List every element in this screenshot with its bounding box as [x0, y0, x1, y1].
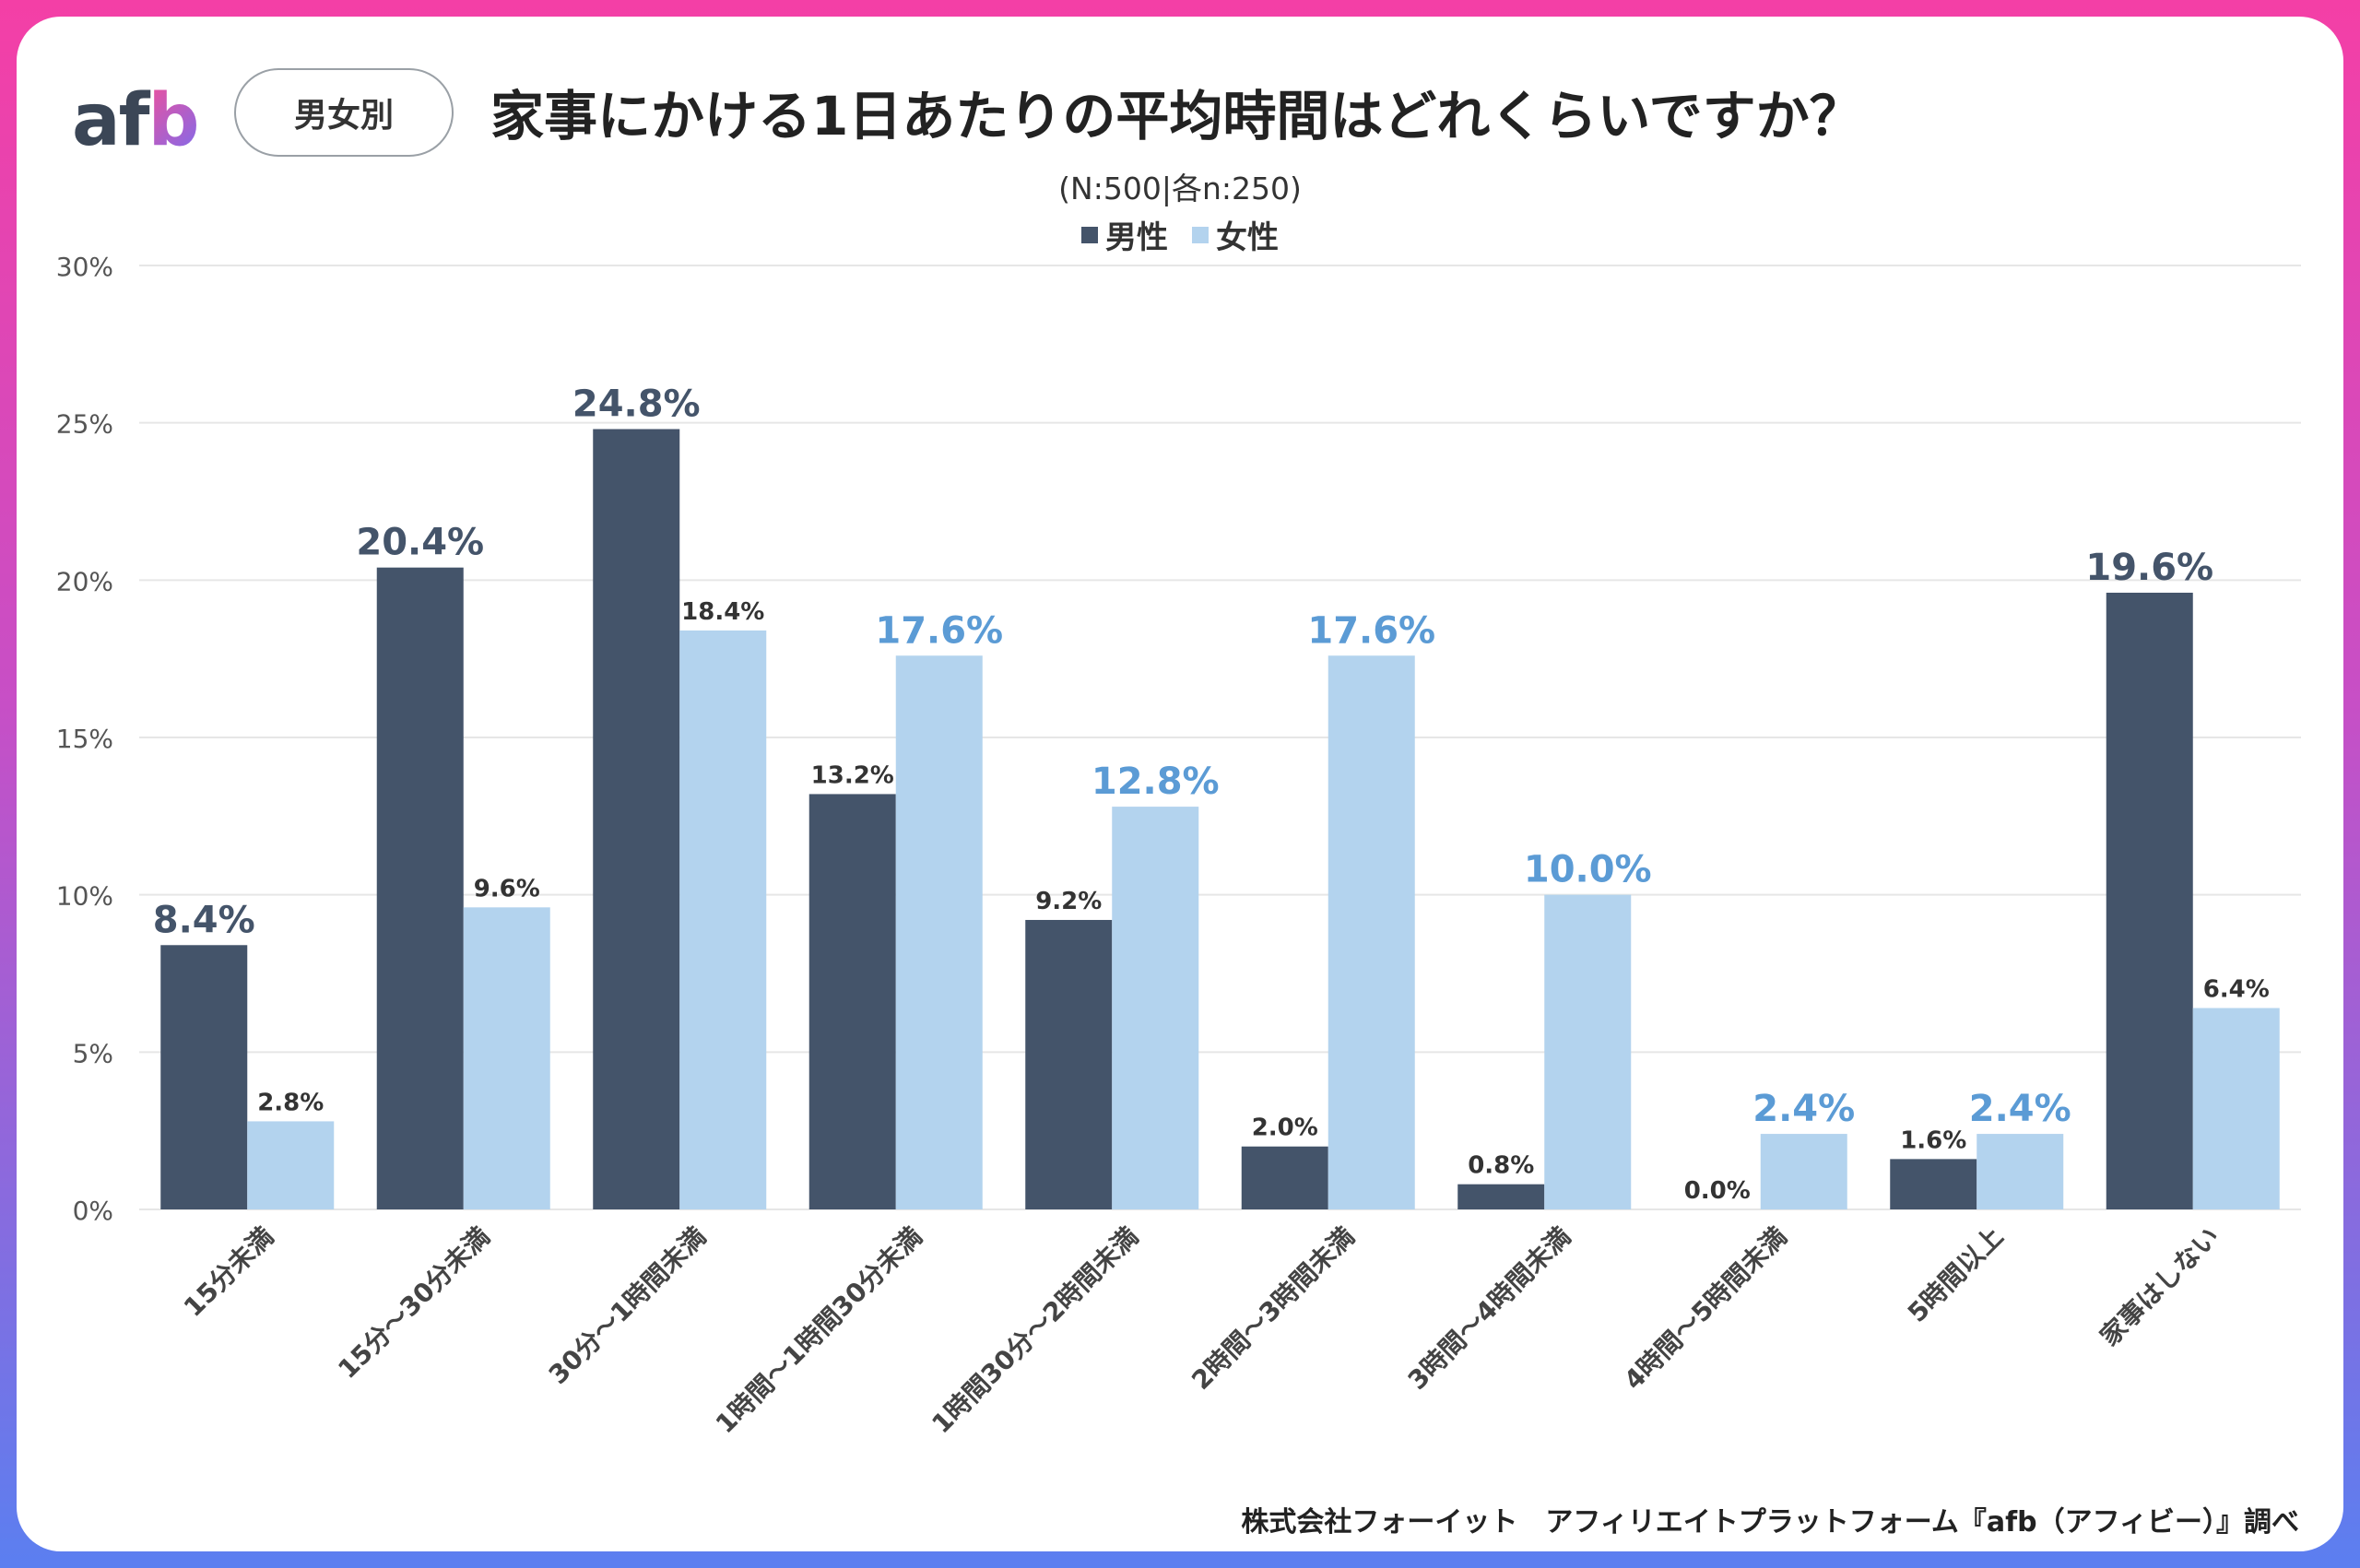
data-label-female: 2.8%	[257, 1089, 324, 1116]
data-label-female: 17.6%	[1307, 609, 1435, 652]
bar-female	[247, 1121, 335, 1209]
data-label-male: 2.0%	[1252, 1114, 1318, 1142]
data-label-female: 6.4%	[2203, 976, 2270, 1004]
source-footer: 株式会社フォーイット アフィリエイトプラットフォーム『afb（アフィビー）』調べ	[1241, 1506, 2299, 1539]
x-tick-label: 30分～1時間未満	[543, 1221, 712, 1390]
data-label-male: 1.6%	[1900, 1126, 1966, 1154]
data-label-male: 19.6%	[2085, 547, 2213, 589]
chart-title: 家事にかける1日あたりの平均時間はどれくらいですか？	[490, 85, 1863, 147]
legend-item-male: 男性	[1081, 212, 1168, 257]
x-tick-label: 15分未満	[178, 1221, 279, 1323]
legend-swatch-male	[1081, 226, 1098, 243]
x-tick-label: 1時間～1時間30分未満	[710, 1221, 928, 1440]
data-label-male: 8.4%	[153, 899, 255, 941]
x-tick-label: 5時間以上	[1902, 1221, 2009, 1328]
y-tick-label: 15%	[56, 724, 113, 754]
legend-item-female: 女性	[1192, 212, 1279, 257]
legend-swatch-female	[1192, 226, 1209, 243]
data-label-female: 2.4%	[1969, 1088, 2071, 1130]
data-label-male: 9.2%	[1035, 888, 1102, 915]
bar-female	[1544, 894, 1632, 1209]
data-label-female: 10.0%	[1524, 849, 1652, 891]
bar-male	[160, 945, 248, 1209]
y-tick-label: 20%	[56, 566, 113, 596]
y-tick-label: 0%	[73, 1196, 113, 1226]
data-label-female: 12.8%	[1092, 760, 1220, 803]
bar-male	[1890, 1159, 1977, 1209]
bar-female	[2192, 1008, 2280, 1209]
x-tick-label: 4時間～5時間未満	[1618, 1221, 1792, 1396]
x-tick-label: 15分～30分未満	[332, 1221, 495, 1385]
x-tick-label: 3時間～4時間未満	[1402, 1221, 1576, 1396]
bar-male	[1025, 919, 1113, 1209]
x-tick-label: 家事はしない	[2094, 1221, 2225, 1352]
data-label-male: 0.8%	[1468, 1152, 1534, 1180]
bar-female	[679, 630, 767, 1209]
bar-female	[1112, 807, 1199, 1209]
sample-size-subtitle: (N:500|各n:250)	[1058, 171, 1302, 206]
bar-male	[2106, 592, 2193, 1209]
bar-male	[1457, 1184, 1545, 1209]
data-label-female: 18.4%	[681, 598, 764, 626]
y-tick-label: 5%	[73, 1038, 113, 1068]
bar-female	[1976, 1134, 2064, 1209]
chart-card: afb 男女別 家事にかける1日あたりの平均時間はどれくらいですか？ (N:50…	[17, 17, 2343, 1551]
bar-female	[1328, 655, 1415, 1209]
data-label-female: 2.4%	[1752, 1088, 1855, 1130]
segment-badge: 男女別	[234, 68, 454, 157]
data-label-male: 24.8%	[572, 383, 701, 425]
bar-male	[593, 429, 680, 1209]
y-tick-label: 30%	[56, 252, 113, 282]
legend-label-female: 女性	[1216, 219, 1279, 256]
data-label-female: 17.6%	[875, 609, 1003, 652]
bar-female	[895, 655, 983, 1209]
bar-male	[376, 567, 464, 1209]
x-tick-label: 2時間～3時間未満	[1186, 1221, 1360, 1396]
bar-male	[1241, 1146, 1328, 1209]
y-tick-label: 25%	[56, 409, 113, 440]
data-label-male: 13.2%	[811, 761, 894, 789]
x-tick-label: 1時間30分～2時間未満	[926, 1221, 1144, 1440]
bar-male	[808, 794, 896, 1209]
afb-logo: afb	[72, 79, 199, 162]
bar-chart: 0% 5% 10% 15% 20% 25% 30% 8.4% 2.8% 15分未満 20.4% 9.6…	[56, 252, 2301, 1440]
y-tick-label: 10%	[56, 881, 113, 912]
bar-female	[463, 907, 550, 1209]
bar-female	[1760, 1134, 1847, 1209]
legend: 男性 女性	[17, 212, 2343, 257]
legend-label-male: 男性	[1105, 219, 1168, 256]
data-label-male: 20.4%	[356, 522, 484, 564]
data-label-female: 9.6%	[474, 875, 540, 902]
data-label-male: 0.0%	[1684, 1177, 1751, 1205]
